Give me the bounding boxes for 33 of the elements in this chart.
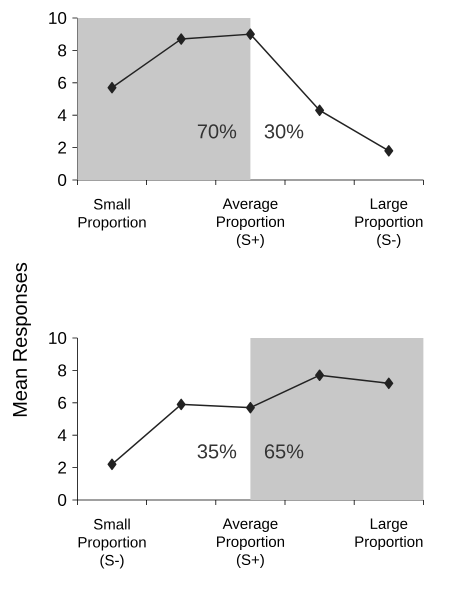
y-tick-label: 2 (58, 462, 66, 474)
x-tick-label: Small Proportion (78, 198, 146, 231)
y-tick-label: 6 (58, 396, 66, 409)
y-axis-title: Mean Responses (13, 262, 31, 416)
y-tick-label: 10 (49, 332, 66, 344)
point (108, 458, 116, 470)
x-tick-label: Large Proportion (355, 518, 422, 550)
annotation: 30% (264, 124, 304, 138)
y-tick-label: 6 (58, 76, 66, 89)
point (176, 398, 186, 410)
y-tick-label: 0 (58, 494, 66, 506)
point (315, 370, 324, 381)
x-tick-label: Small Proportion (S-) (78, 518, 146, 568)
point (246, 28, 255, 40)
y-tick-label: 0 (58, 174, 66, 186)
annotation: 70% (198, 124, 236, 138)
point (176, 33, 186, 45)
y-tick-label: 10 (49, 12, 66, 24)
point (384, 378, 394, 390)
point (315, 104, 324, 116)
x-tick-label: Large Proportion (S-) (355, 198, 422, 248)
y-tick-label: 2 (58, 142, 66, 154)
y-tick-label: 8 (58, 44, 66, 56)
point (384, 145, 394, 157)
x-tick-label: Average Proportion (S+) (217, 518, 284, 568)
y-tick-label: 4 (58, 109, 66, 122)
y-tick-label: 4 (58, 429, 66, 442)
point (108, 82, 116, 94)
x-tick-label: Average Proportion (S+) (217, 198, 284, 248)
annotation: 35% (198, 444, 236, 458)
point (246, 402, 255, 414)
y-tick-label: 8 (58, 364, 66, 376)
annotation: 65% (264, 444, 304, 458)
